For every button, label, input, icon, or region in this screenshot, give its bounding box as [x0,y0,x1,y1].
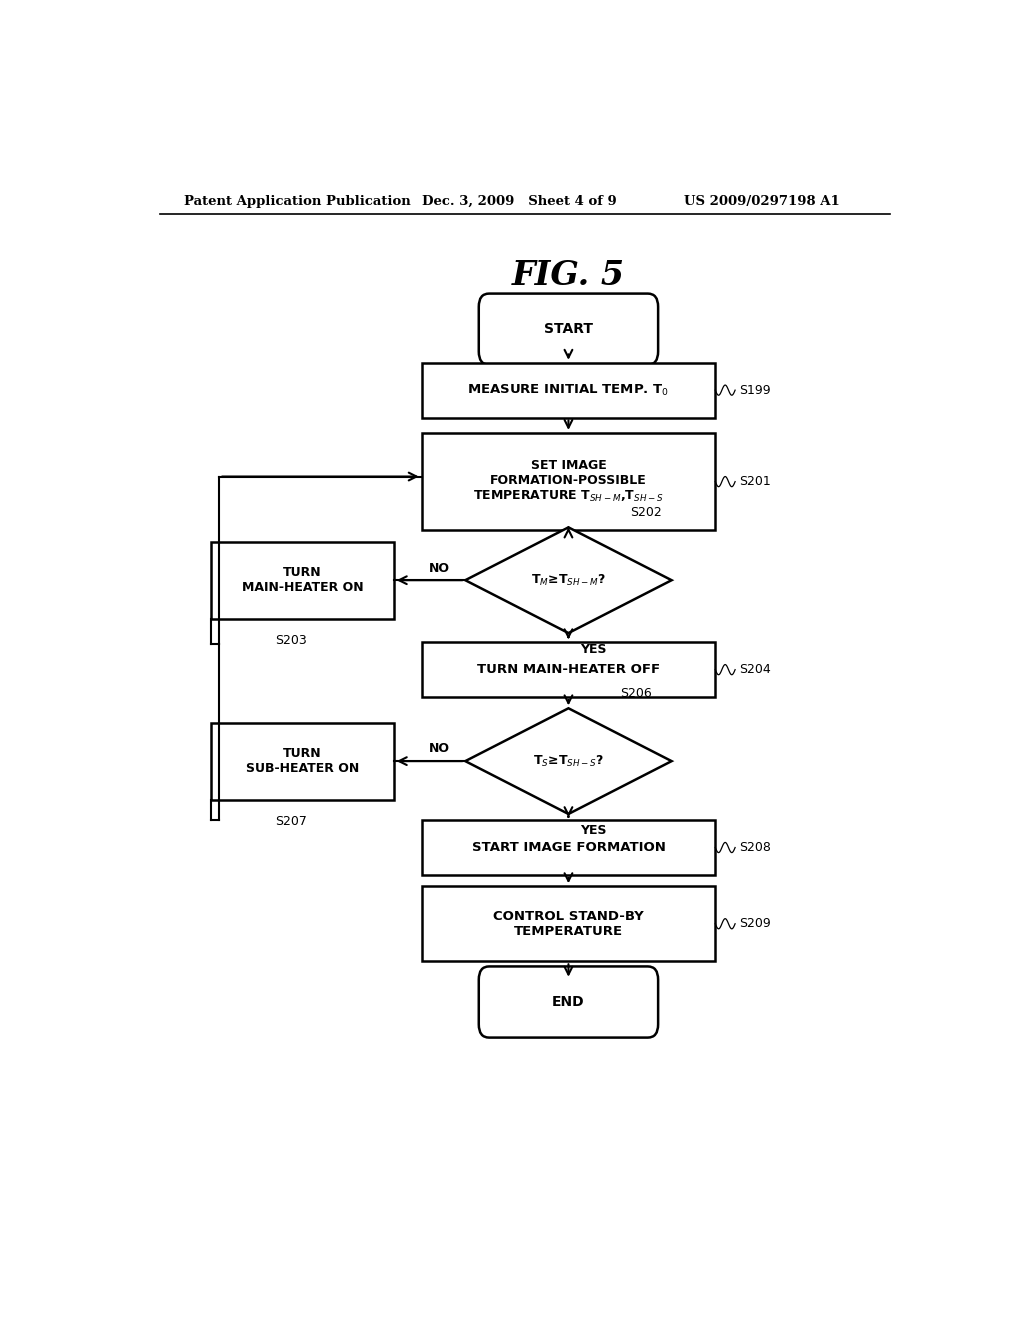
Text: S206: S206 [621,686,652,700]
Text: CONTROL STAND-BY
TEMPERATURE: CONTROL STAND-BY TEMPERATURE [494,909,644,937]
Text: S209: S209 [739,917,771,931]
Text: Patent Application Publication: Patent Application Publication [183,194,411,207]
Text: S204: S204 [739,663,771,676]
FancyBboxPatch shape [479,966,658,1038]
Text: FIG. 5: FIG. 5 [512,259,625,292]
Polygon shape [465,709,672,814]
Text: S208: S208 [739,841,771,854]
Text: START: START [544,322,593,337]
Text: T$_S$≥T$_{SH-S}$?: T$_S$≥T$_{SH-S}$? [532,754,604,768]
Text: US 2009/0297198 A1: US 2009/0297198 A1 [684,194,840,207]
Text: S201: S201 [739,475,771,488]
Bar [422,886,715,961]
Text: START IMAGE FORMATION: START IMAGE FORMATION [471,841,666,854]
Text: S202: S202 [631,506,663,519]
Bar [422,820,715,875]
Bar [422,363,715,417]
Text: SET IMAGE
FORMATION-POSSIBLE
TEMPERATURE T$_{SH-M}$,T$_{SH-S}$: SET IMAGE FORMATION-POSSIBLE TEMPERATURE… [473,459,664,504]
Text: TURN
MAIN-HEATER ON: TURN MAIN-HEATER ON [242,566,364,594]
Bar [211,722,394,800]
Text: S203: S203 [275,634,307,647]
Text: S199: S199 [739,384,771,396]
Text: TURN MAIN-HEATER OFF: TURN MAIN-HEATER OFF [477,663,660,676]
Text: S207: S207 [275,814,307,828]
Text: YES: YES [581,643,607,656]
Bar [422,433,715,531]
Text: END: END [552,995,585,1008]
Bar [211,541,394,619]
Polygon shape [465,528,672,634]
Text: MEASURE INITIAL TEMP. T$_0$: MEASURE INITIAL TEMP. T$_0$ [468,383,670,397]
Text: Dec. 3, 2009   Sheet 4 of 9: Dec. 3, 2009 Sheet 4 of 9 [422,194,616,207]
Text: NO: NO [428,561,450,574]
Text: T$_M$≥T$_{SH-M}$?: T$_M$≥T$_{SH-M}$? [531,573,606,587]
FancyBboxPatch shape [479,293,658,364]
Text: TURN
SUB-HEATER ON: TURN SUB-HEATER ON [246,747,359,775]
Text: NO: NO [428,742,450,755]
Text: YES: YES [581,824,607,837]
Bar [422,643,715,697]
